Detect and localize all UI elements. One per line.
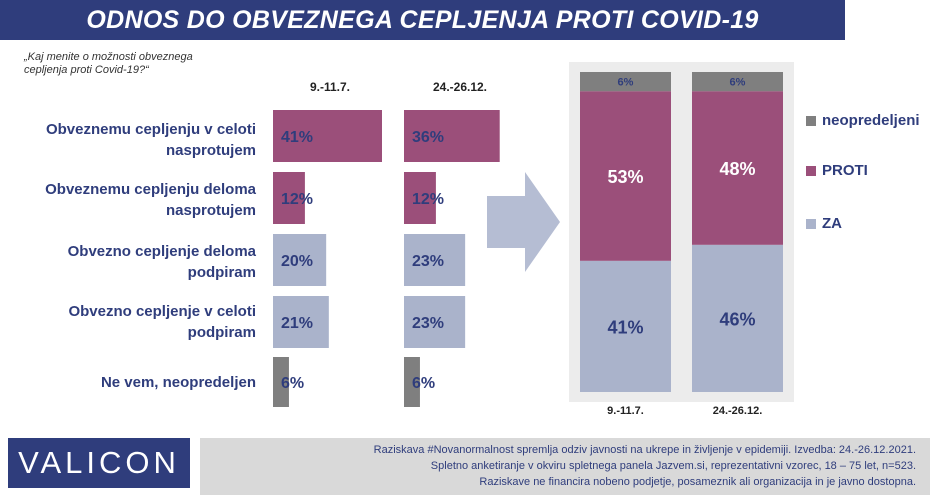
stack-label-ZA-2: 46% [719, 309, 755, 329]
row-label-1: Obveznemu cepljenju v celoti nasprotujem [45, 121, 256, 159]
bar-label-1-2: 12% [281, 191, 313, 208]
bar-label-2-3: 23% [412, 253, 444, 270]
period-header-2: 24.-26.12. [432, 80, 488, 94]
legend-label-proti: PROTI [822, 162, 868, 179]
row-label-3: Obvezno cepljenje deloma podpiram [67, 243, 256, 281]
bar-1-2 [273, 172, 305, 224]
stacked-bars: 41% 53% 6% 9.-11.7. 46% 48% 6% 24.-26.12. [580, 72, 783, 417]
bar-label-1-4: 21% [281, 315, 313, 332]
bar-label-1-3: 20% [281, 253, 313, 270]
bar-label-2-5: 6% [412, 375, 435, 392]
stack-label-ZA-1: 41% [607, 317, 643, 337]
bar-1-4 [273, 296, 329, 348]
stack-label-PROTI-1: 53% [607, 167, 643, 187]
valicon-logo: VALICON [8, 438, 190, 488]
legend-swatch-neopredeljeni [806, 116, 816, 126]
stack-neopredeljeni-1 [580, 72, 671, 92]
bar-2-3 [404, 234, 466, 286]
footer-line-2: Spletno anketiranje v okviru spletnega p… [430, 460, 916, 472]
stack-label-neopredeljeni-1: 6% [618, 77, 634, 89]
bar-label-2-4: 23% [412, 315, 444, 332]
row-label-5: Ne vem, neopredeljen [100, 374, 256, 391]
row-label-2: Obveznemu cepljenju deloma nasprotujem [45, 181, 256, 219]
legend-swatch-za [806, 219, 816, 229]
footer-note: Raziskava #Novanormalnost spremlja odziv… [200, 438, 930, 495]
footer-line-1: Raziskava #Novanormalnost spremlja odziv… [373, 444, 916, 456]
stack-PROTI-2 [692, 91, 783, 245]
stack-ZA-1 [580, 260, 671, 392]
bar-1-1 [273, 110, 382, 162]
bar-2-2 [404, 172, 436, 224]
legend-swatch-proti [806, 166, 816, 176]
chart-title: ODNOS DO OBVEZNEGA CEPLJENJA PROTI COVID… [0, 0, 845, 40]
survey-question: „Kaj menite o možnosti obveznega cepljen… [24, 51, 193, 76]
stack-label-neopredeljeni-2: 6% [730, 77, 746, 89]
bar-label-2-2: 12% [412, 191, 444, 208]
bar-label-1-5: 6% [281, 375, 304, 392]
x-tick-label-2: 24.-26.12. [713, 405, 763, 417]
footer-line-3: Raziskave ne financira nobeno podjetje, … [479, 476, 916, 488]
legend-label-za: ZA [822, 215, 842, 232]
legend-label-neopredeljeni: neopredeljeni [822, 112, 920, 129]
stack-ZA-2 [692, 244, 783, 392]
arrow-icon [487, 172, 560, 272]
row-label-4: Obvezno cepljenje v celoti podpiram [68, 303, 256, 341]
period-header-1: 9.-11.7. [309, 80, 351, 94]
bar-1-3 [273, 234, 327, 286]
bar-2-1 [404, 110, 500, 162]
horizontal-bars: 41% 12% 20% 21% 6% 36% 12% 23% 23% 6% [273, 110, 500, 407]
stack-PROTI-1 [580, 91, 671, 261]
bar-1-5 [273, 357, 289, 407]
x-tick-label-1: 9.-11.7. [607, 405, 644, 417]
bar-2-5 [404, 357, 420, 407]
bar-label-1-1: 41% [281, 129, 313, 146]
stack-neopredeljeni-2 [692, 72, 783, 92]
bar-label-2-1: 36% [412, 129, 444, 146]
stack-label-PROTI-2: 48% [719, 159, 755, 179]
bar-2-4 [404, 296, 466, 348]
